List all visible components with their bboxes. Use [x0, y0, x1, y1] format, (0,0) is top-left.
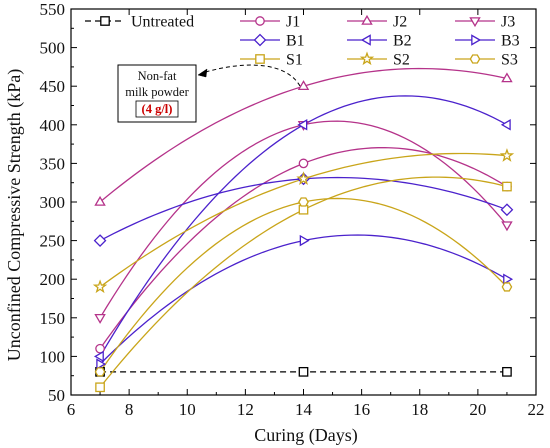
annotation-line-1: Non-fat — [138, 69, 177, 83]
legend-marker-s2 — [359, 51, 375, 66]
data-point-s3 — [94, 367, 106, 377]
legend-marker-b2 — [360, 34, 371, 46]
annotation-arrowhead — [197, 68, 208, 78]
x-tick-label: 22 — [528, 400, 545, 419]
data-point-s2 — [499, 148, 515, 162]
data-point-b2 — [93, 350, 104, 363]
axes: 6 8 10 12 14 16 18 20 22 50 100 150 200 250 300 350 400 4… — [40, 0, 545, 419]
y-axis-title: Unconfined Compressive Strength (kPa) — [4, 69, 25, 361]
data-point-s1 — [502, 181, 512, 192]
data-point-untreated — [298, 366, 309, 377]
annotation-line-3: (4 g/l) — [142, 102, 173, 116]
y-tick-label: 50 — [48, 386, 65, 405]
legend-marker-b1 — [253, 33, 267, 47]
x-tick-label: 10 — [179, 400, 196, 419]
data-point-j2 — [501, 72, 513, 83]
data-point-b2 — [297, 119, 308, 131]
legend-label-j1: J1 — [286, 14, 300, 31]
data-point-b3 — [503, 273, 514, 285]
y-tick-label: 500 — [40, 39, 66, 58]
legend-label-b3: B3 — [501, 33, 520, 50]
data-point-j2 — [297, 80, 310, 90]
series-markers — [92, 72, 515, 393]
x-axis-title: Curing (Days) — [254, 425, 357, 446]
y-tick-label: 250 — [40, 232, 66, 251]
data-point-b1 — [500, 203, 514, 217]
series-line-j3 — [99, 120, 508, 319]
legend-marker-s3 — [469, 54, 481, 64]
legend-marker-j1 — [255, 16, 265, 26]
data-point-j3 — [501, 221, 513, 232]
annotation-arrow — [201, 64, 301, 87]
data-point-s2 — [296, 171, 311, 185]
legend-marker-j2 — [361, 14, 373, 25]
legend-marker-j3 — [469, 17, 481, 28]
data-point-s1 — [95, 382, 105, 393]
x-tick-label: 18 — [411, 400, 428, 419]
data-point-untreated — [502, 366, 512, 377]
x-tick-label: 6 — [67, 400, 76, 419]
series-line-b3 — [99, 234, 508, 365]
x-tick-label: 8 — [125, 400, 134, 419]
data-point-b2 — [500, 119, 511, 131]
data-point-s2 — [92, 279, 108, 294]
legend: Untreated J1 J2 J3 B1 B2 B3 S1 S2 S3 — [85, 14, 520, 69]
data-point-b3 — [96, 358, 107, 370]
y-tick-label: 400 — [40, 116, 66, 135]
x-tick-label: 14 — [295, 400, 313, 419]
legend-label-s2: S2 — [393, 52, 410, 69]
annotation: Non-fat milk powder (4 g/l) — [117, 64, 301, 123]
data-point-j3 — [94, 313, 106, 324]
legend-label-b2: B2 — [393, 33, 412, 50]
legend-label-j2: J2 — [393, 14, 407, 31]
data-point-s3 — [501, 282, 513, 292]
legend-label-j3: J3 — [501, 14, 515, 31]
legend-label-s1: S1 — [286, 52, 303, 69]
data-point-s1 — [298, 204, 309, 215]
data-point-s3 — [298, 197, 309, 207]
y-tick-label: 300 — [40, 193, 66, 212]
data-point-j2 — [94, 195, 106, 206]
y-tick-label: 350 — [40, 154, 66, 173]
y-tick-label: 100 — [40, 347, 66, 366]
legend-label-untreated: Untreated — [131, 14, 194, 31]
x-tick-label: 12 — [237, 400, 254, 419]
x-tick-label: 16 — [353, 400, 370, 419]
annotation-line-2: milk powder — [125, 85, 189, 99]
series-line-s3 — [99, 197, 508, 373]
y-tick-label: 150 — [40, 309, 66, 328]
data-point-b3 — [299, 234, 310, 247]
legend-marker-untreated — [100, 16, 110, 26]
data-point-b1 — [93, 234, 107, 247]
y-tick-label: 450 — [40, 77, 66, 96]
x-tick-label: 20 — [469, 400, 486, 419]
data-point-j1 — [298, 158, 309, 169]
annotation-highlight-box — [135, 100, 179, 118]
legend-marker-b3 — [471, 34, 482, 46]
legend-label-b1: B1 — [286, 33, 305, 50]
legend-label-s3: S3 — [501, 52, 518, 69]
y-tick-label: 200 — [40, 270, 66, 289]
y-tick-label: 550 — [40, 0, 66, 19]
legend-marker-s1 — [255, 54, 265, 64]
